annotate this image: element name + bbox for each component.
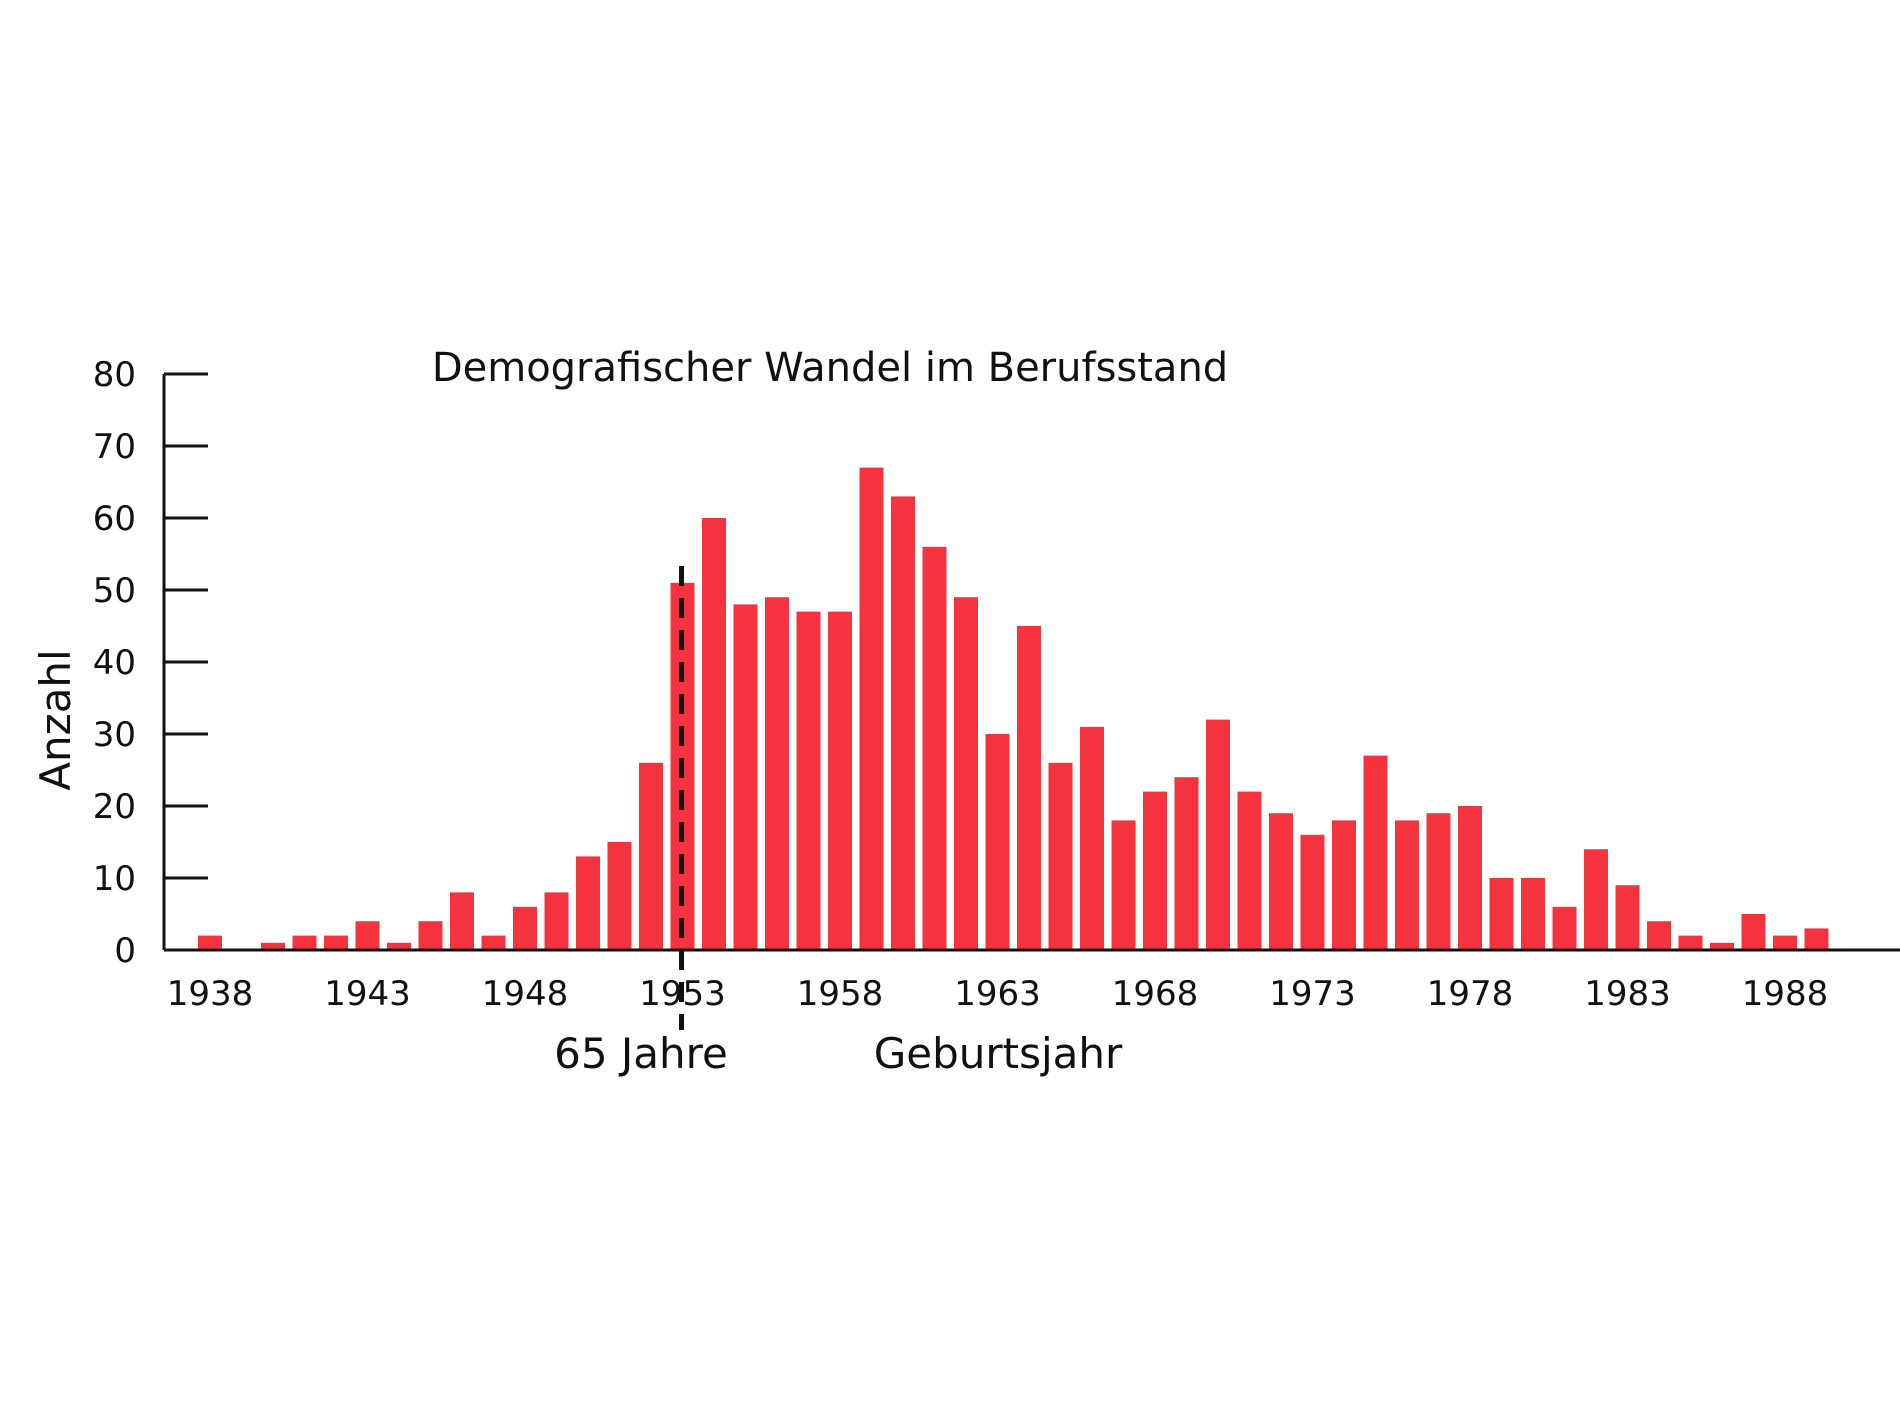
bar-1984 [1647,921,1671,950]
bar-1981 [1552,906,1577,950]
x-tick-label: 1983 [1584,974,1671,1014]
bar-1960 [891,496,915,950]
y-axis: 0 10 20 30 40 50 60 70 80 [93,355,208,971]
bar-1973 [1300,834,1325,950]
bars-group [198,467,1829,950]
bar-1982 [1584,849,1608,950]
x-tick-label: 1948 [482,974,569,1014]
bar-1952 [639,762,663,950]
x-tick-label: 1963 [954,974,1041,1014]
y-tick-label: 10 [93,859,136,899]
bar-1972 [1269,813,1293,950]
bar-1970 [1206,719,1230,950]
y-tick-label: 60 [93,499,136,539]
x-tick-label: 1988 [1742,974,1829,1014]
bar-1950 [576,856,600,950]
x-axis: 1938194319481953195819631968197319781983… [164,948,1900,1014]
bar-1965 [1048,762,1073,950]
bar-1962 [954,597,978,950]
bar-1961 [922,546,947,950]
bar-1963 [985,734,1010,950]
bar-1986 [1710,942,1734,950]
bar-1971 [1237,791,1262,950]
bar-1978 [1458,806,1482,950]
y-tick-label: 50 [93,571,136,611]
bar-1946 [450,892,474,950]
bar-1968 [1143,791,1167,950]
chart-title: Demografischer Wandel im Berufsstand [432,345,1228,391]
bar-1980 [1521,878,1545,950]
bar-1967 [1111,820,1136,950]
bar-1985 [1678,935,1703,950]
x-axis-label: Geburtsjahr [874,1029,1123,1078]
bar-1947 [481,935,506,950]
bar-1956 [765,597,789,950]
bar-1951 [607,842,632,950]
y-axis-label: Anzahl [31,649,80,790]
y-tick-label: 70 [93,427,136,467]
bar-1948 [513,906,537,950]
x-tick-label: 1968 [1112,974,1199,1014]
y-tick-label: 40 [93,643,136,683]
bar-1938 [198,935,222,950]
x-tick-label: 1938 [167,974,254,1014]
bar-1943 [355,921,380,950]
x-tick-label: 1958 [797,974,884,1014]
x-tick-label: 1973 [1269,974,1356,1014]
bar-1987 [1741,914,1766,950]
y-tick-label: 20 [93,787,136,827]
bar-1954 [702,518,726,950]
bar-1989 [1804,928,1829,950]
bar-1959 [859,467,884,950]
annotation-label: 65 Jahre [554,1029,728,1078]
bar-1955 [733,604,758,950]
bar-1942 [324,935,348,950]
bar-1977 [1426,813,1451,950]
bar-1941 [292,935,317,950]
bar-1957 [796,611,821,950]
bar-1958 [828,611,852,950]
bar-1964 [1017,626,1041,950]
bar-1945 [418,921,443,950]
bar-1940 [261,942,285,950]
bar-1969 [1174,777,1199,950]
y-tick-label: 30 [93,715,136,755]
bar-1979 [1489,878,1514,950]
bar-1974 [1332,820,1356,950]
y-tick-label: 0 [114,931,136,971]
bar-1983 [1615,885,1640,950]
bar-1966 [1080,726,1104,950]
x-tick-label: 1978 [1427,974,1514,1014]
bar-1944 [387,942,411,950]
bar-1975 [1363,755,1388,950]
bar-1988 [1773,935,1797,950]
bar-1949 [544,892,569,950]
x-tick-label: 1943 [324,974,411,1014]
bar-1976 [1395,820,1419,950]
y-tick-label: 80 [93,355,136,395]
